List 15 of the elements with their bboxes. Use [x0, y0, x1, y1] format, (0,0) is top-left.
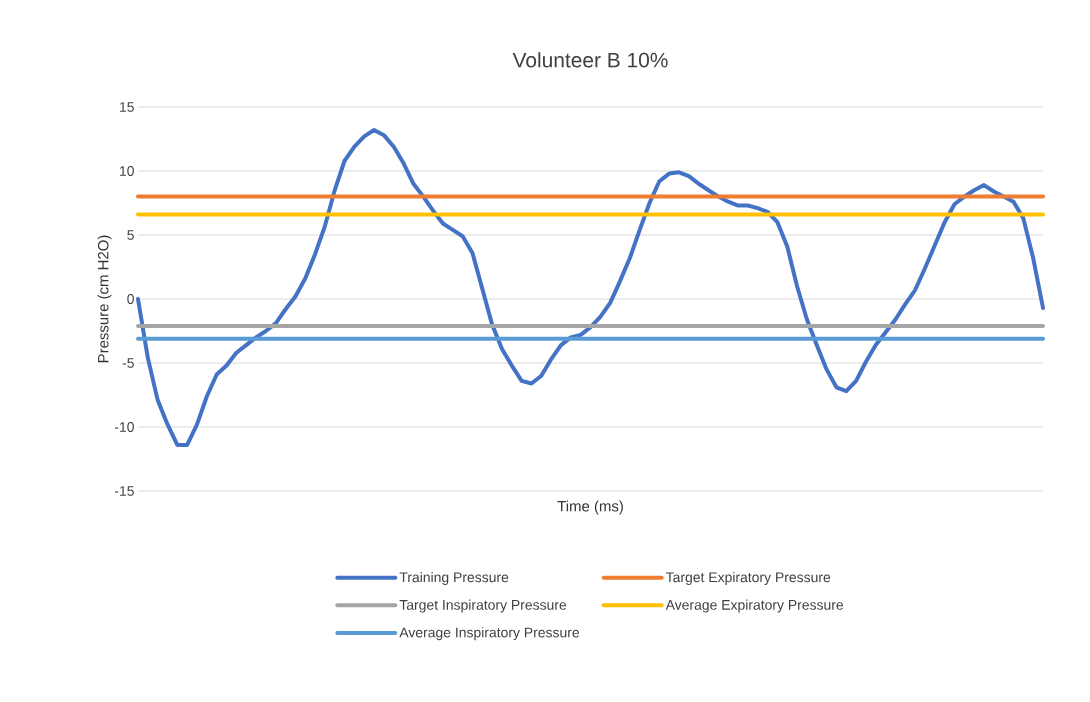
legend-label: Average Inspiratory Pressure	[399, 627, 580, 641]
y-tick-label: -10	[114, 422, 134, 432]
x-axis-title: Time (ms)	[557, 500, 623, 515]
legend-label: Training Pressure	[399, 571, 509, 585]
legend-label: Target Expiratory Pressure	[665, 571, 831, 585]
legend-label: Target Inspiratory Pressure	[399, 599, 567, 613]
y-tick-label: 0	[127, 294, 134, 304]
y-tick-label: 5	[127, 230, 134, 240]
y-tick-label: 10	[120, 166, 134, 176]
chart-title: Volunteer B 10%	[512, 52, 668, 68]
y-tick-label: -15	[114, 486, 134, 496]
y-axis-title: Pressure (cm H2O)	[97, 235, 112, 363]
y-tick-label: 15	[120, 102, 134, 112]
legend-label: Average Expiratory Pressure	[665, 599, 844, 613]
y-tick-label: -5	[122, 358, 134, 368]
